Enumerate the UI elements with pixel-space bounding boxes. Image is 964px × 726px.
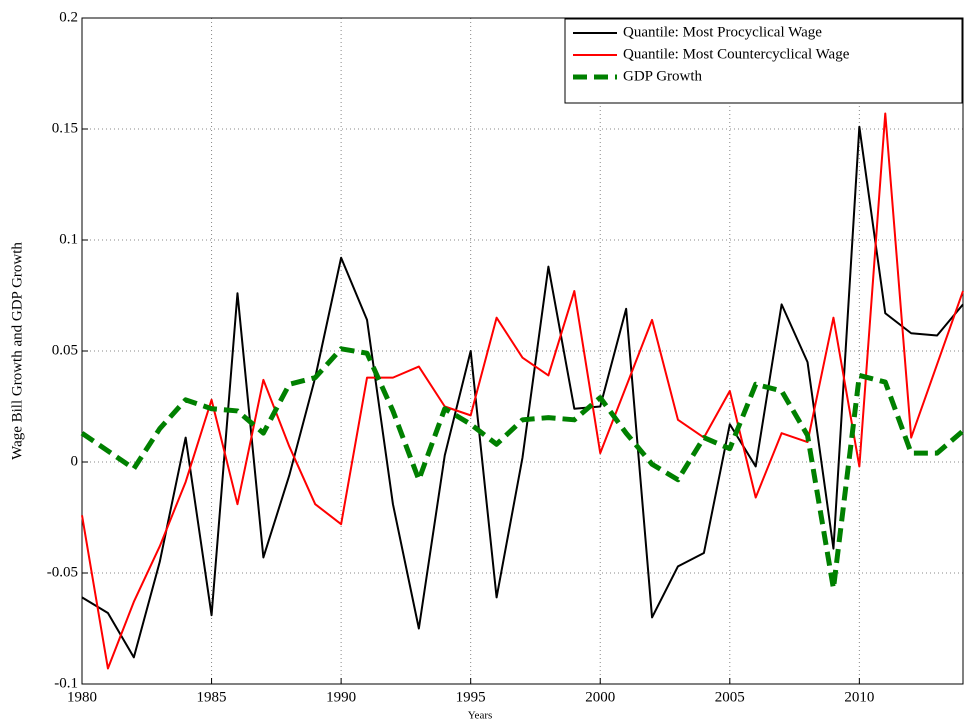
x-tick-label: 1985	[197, 689, 227, 705]
x-tick-label: 2000	[585, 689, 615, 705]
series-line	[81, 125, 964, 659]
plot-frame	[81, 17, 964, 685]
x-axis-label: Years	[468, 710, 493, 722]
series-line	[81, 112, 964, 670]
y-tick-label: 0.05	[52, 342, 78, 358]
legend: Quantile: Most Procyclical Wage Quantile:…	[564, 18, 963, 104]
x-tick-label: 1990	[326, 689, 356, 705]
legend-label: GDP Growth	[623, 68, 703, 84]
x-tick-label: 1995	[456, 689, 486, 705]
y-tick-label: 0.15	[52, 120, 78, 136]
legend-label: Quantile: Most Procyclical Wage	[623, 24, 822, 40]
x-tick-label: 2005	[715, 689, 745, 705]
x-tick-label: 1980	[67, 689, 97, 705]
y-tick-label: -0.1	[54, 675, 78, 691]
y-tick-label: 0	[71, 453, 79, 469]
y-tick-label: 0.1	[59, 231, 78, 247]
y-tick-label: 0.2	[59, 9, 78, 25]
legend-box	[564, 18, 963, 104]
legend-label: Quantile: Most Countercyclical Wage	[623, 46, 850, 62]
x-tick-label: 2010	[844, 689, 874, 705]
y-axis-label: Wage Bill Growth and GDP Growth	[9, 242, 25, 460]
y-tick-label: -0.05	[47, 564, 78, 580]
series-line	[80, 346, 964, 592]
